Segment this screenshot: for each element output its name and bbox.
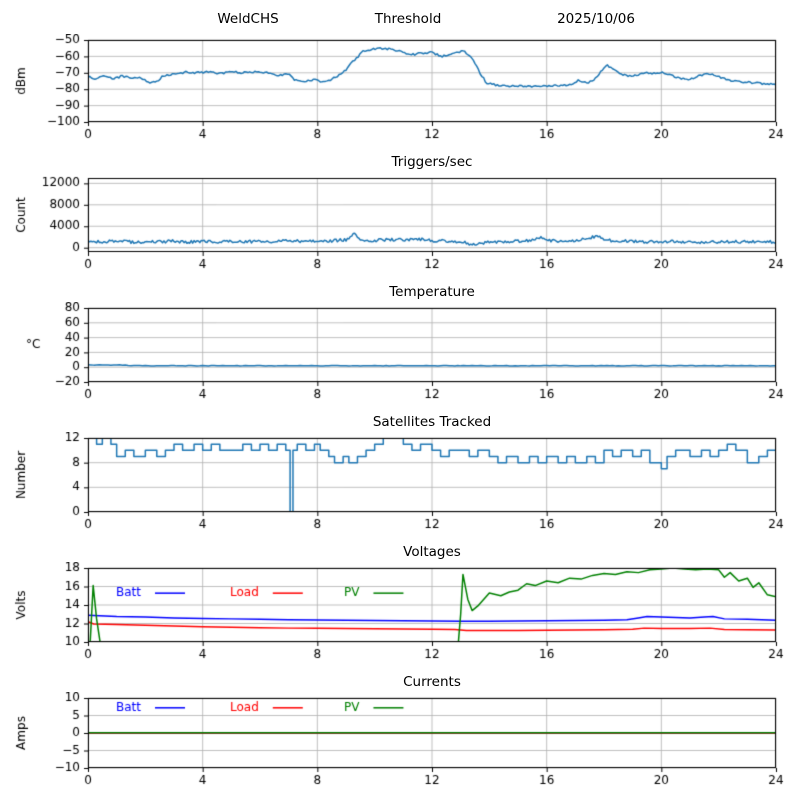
- station-name: WeldCHS: [217, 11, 279, 27]
- voltages-plot-canvas: [0, 562, 800, 666]
- temperature-chart-title: Temperature: [389, 284, 475, 300]
- header-date: 2025/10/06: [557, 11, 635, 27]
- currents-chart-title: Currents: [403, 674, 461, 690]
- satellites-chart-title: Satellites Tracked: [372, 414, 492, 430]
- chart-block-temperature: Temperature: [0, 276, 800, 406]
- chart-block-currents: Currents: [0, 666, 800, 792]
- voltages-chart-title: Voltages: [403, 544, 461, 560]
- chart-block-threshold: WeldCHS Threshold 2025/10/06: [0, 4, 800, 146]
- triggers-plot-canvas: [0, 172, 800, 276]
- chart-block-triggers: Triggers/sec: [0, 146, 800, 276]
- chart-block-satellites: Satellites Tracked: [0, 406, 800, 536]
- figure-header: WeldCHS Threshold 2025/10/06: [0, 4, 800, 34]
- threshold-plot-canvas: [0, 34, 800, 146]
- chart-block-voltages: Voltages: [0, 536, 800, 666]
- temperature-plot-canvas: [0, 302, 800, 406]
- currents-plot-canvas: [0, 692, 800, 792]
- triggers-chart-title: Triggers/sec: [391, 154, 473, 170]
- satellites-plot-canvas: [0, 432, 800, 536]
- threshold-chart-title: Threshold: [374, 11, 442, 27]
